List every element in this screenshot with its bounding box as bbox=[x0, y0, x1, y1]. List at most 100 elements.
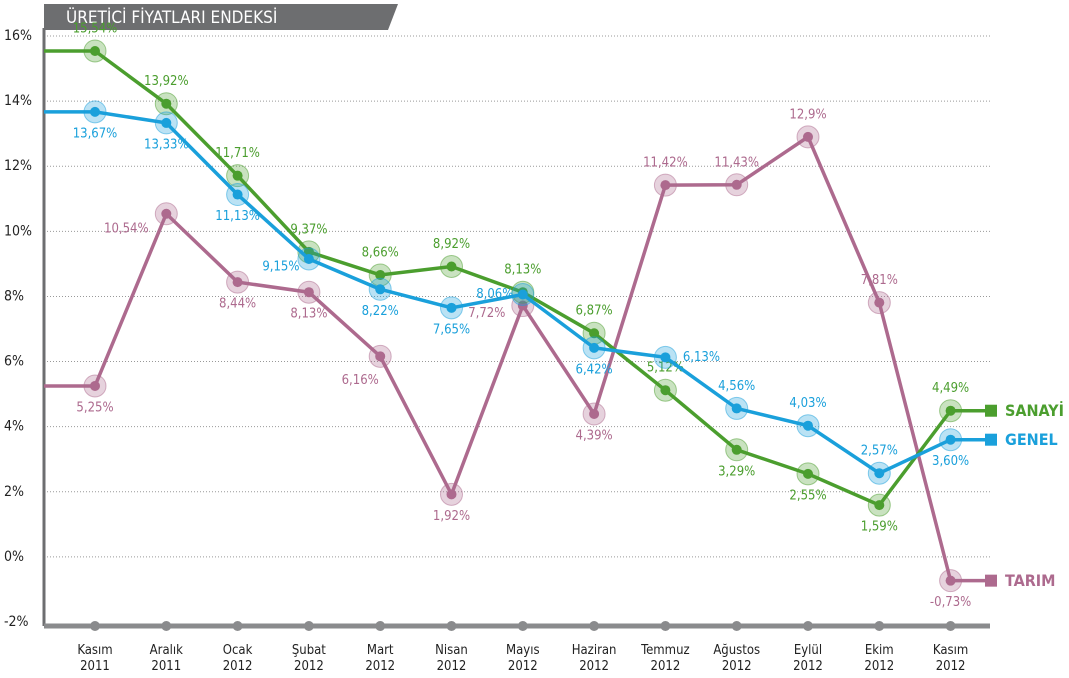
point bbox=[874, 297, 885, 308]
data-label: 6,13% bbox=[683, 350, 720, 365]
x-tick-label: Ekim 2012 bbox=[864, 643, 894, 674]
x-axis-dot bbox=[803, 621, 813, 631]
point bbox=[945, 405, 956, 416]
data-label: 11,13% bbox=[215, 209, 260, 224]
data-label: 9,37% bbox=[290, 222, 327, 237]
x-tick-label: Haziran 2012 bbox=[572, 643, 617, 674]
point bbox=[803, 420, 813, 431]
data-label: 11,43% bbox=[714, 155, 759, 170]
data-label: 13,92% bbox=[144, 74, 189, 89]
point bbox=[161, 208, 172, 219]
x-tick-label: Nisan 2012 bbox=[435, 643, 468, 674]
x-axis-dot bbox=[232, 621, 243, 631]
x-tick-label: Şubat 2012 bbox=[292, 643, 326, 674]
point bbox=[874, 468, 885, 479]
point bbox=[232, 277, 243, 288]
legend-label: GENEL bbox=[1005, 430, 1058, 449]
data-label: 8,22% bbox=[362, 304, 399, 319]
data-label: 1,92% bbox=[433, 509, 470, 524]
data-label: 9,15% bbox=[262, 260, 299, 275]
legend-label: TARIM bbox=[1005, 571, 1055, 590]
point bbox=[303, 287, 314, 298]
data-label: 11,71% bbox=[215, 146, 260, 161]
legend-label: SANAYİ bbox=[1005, 401, 1064, 420]
x-axis-dot bbox=[375, 621, 386, 631]
point bbox=[589, 328, 600, 339]
point bbox=[375, 351, 386, 362]
series-line bbox=[44, 134, 985, 583]
data-label: 7,72% bbox=[468, 306, 505, 321]
legend-swatch bbox=[985, 574, 997, 587]
x-axis-dot bbox=[589, 621, 600, 631]
point bbox=[660, 180, 671, 191]
data-label: 1,59% bbox=[861, 520, 898, 535]
x-axis-dot bbox=[303, 621, 314, 631]
data-label: 7,65% bbox=[433, 322, 470, 337]
point bbox=[803, 468, 813, 479]
data-label: 4,03% bbox=[789, 396, 826, 411]
point bbox=[232, 189, 243, 200]
point bbox=[874, 500, 885, 511]
y-tick-label: 8% bbox=[4, 288, 24, 304]
y-tick-label: 2% bbox=[4, 484, 24, 500]
data-label: 11,42% bbox=[643, 156, 688, 171]
x-axis-dot bbox=[161, 621, 172, 631]
data-label: 8,06% bbox=[476, 287, 513, 302]
point bbox=[731, 444, 742, 455]
data-label: 6,42% bbox=[576, 362, 613, 377]
x-axis-dot bbox=[874, 621, 885, 631]
point bbox=[375, 284, 386, 295]
point bbox=[731, 179, 742, 190]
x-tick-label: Mart 2012 bbox=[365, 643, 395, 674]
point bbox=[660, 352, 671, 363]
data-label: 6,87% bbox=[576, 304, 613, 319]
point bbox=[803, 131, 813, 142]
y-tick-label: 12% bbox=[4, 158, 32, 174]
point bbox=[446, 302, 457, 313]
y-tick-label: 0% bbox=[4, 549, 24, 565]
point bbox=[446, 489, 457, 500]
data-label: 10,54% bbox=[104, 221, 149, 236]
point bbox=[589, 408, 600, 419]
point bbox=[161, 98, 172, 109]
point bbox=[90, 45, 100, 56]
chart-title: ÜRETİCİ FİYATLARI ENDEKSİ bbox=[66, 6, 277, 28]
data-label: 6,16% bbox=[342, 373, 379, 388]
point bbox=[303, 254, 314, 265]
data-label: 4,49% bbox=[932, 381, 969, 396]
x-tick-label: Ağustos 2012 bbox=[713, 643, 760, 674]
x-tick-label: Aralık 2011 bbox=[150, 643, 183, 674]
data-label: 2,57% bbox=[861, 444, 898, 459]
x-axis-dot bbox=[731, 621, 742, 631]
point bbox=[589, 342, 600, 353]
x-axis-dot bbox=[90, 621, 100, 631]
y-tick-label: 16% bbox=[4, 28, 32, 44]
point bbox=[446, 261, 457, 272]
point bbox=[161, 117, 172, 128]
x-tick-label: Kasım 2011 bbox=[77, 643, 112, 674]
x-tick-label: Mayıs 2012 bbox=[506, 643, 540, 674]
point bbox=[517, 289, 528, 300]
x-tick-label: Temmuz 2012 bbox=[640, 643, 689, 674]
x-axis-dot bbox=[660, 621, 671, 631]
x-tick-label: Eylül 2012 bbox=[793, 643, 823, 674]
point bbox=[731, 403, 742, 414]
data-label: 13,33% bbox=[144, 137, 189, 152]
point bbox=[303, 246, 314, 257]
x-axis-dot bbox=[945, 621, 956, 631]
data-label: 3,60% bbox=[932, 454, 969, 469]
data-label: 8,13% bbox=[290, 307, 327, 322]
point bbox=[90, 380, 100, 391]
legend-swatch bbox=[985, 433, 997, 446]
data-label: 5,25% bbox=[76, 400, 113, 415]
x-axis-dot bbox=[517, 621, 528, 631]
data-label: 12,9% bbox=[789, 107, 826, 122]
title-tab bbox=[44, 4, 398, 30]
legend-swatch bbox=[985, 404, 997, 417]
point bbox=[660, 385, 671, 396]
data-label: 3,29% bbox=[718, 464, 755, 479]
data-label: 13,67% bbox=[73, 126, 118, 141]
data-label: 4,39% bbox=[576, 428, 613, 443]
point bbox=[945, 434, 956, 445]
